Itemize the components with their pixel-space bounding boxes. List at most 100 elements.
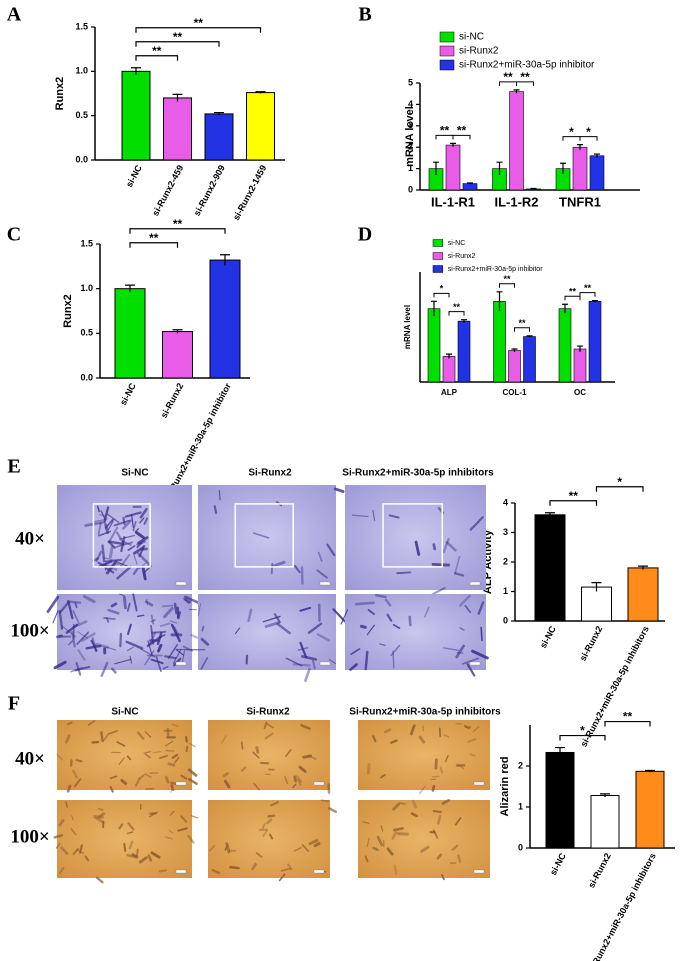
cell xyxy=(143,517,149,525)
cell xyxy=(247,608,253,623)
micrograph xyxy=(208,720,331,794)
cell xyxy=(362,821,370,824)
cell xyxy=(97,522,102,536)
bar xyxy=(209,259,241,379)
bar xyxy=(572,146,588,191)
scale-bar xyxy=(175,869,187,874)
cell xyxy=(158,869,168,873)
cell xyxy=(134,528,140,533)
y-tick-label: 1 xyxy=(408,163,413,173)
y-axis-label: mRNA level xyxy=(403,305,412,349)
significance-label: ** xyxy=(623,710,633,724)
cell xyxy=(201,625,205,632)
cell xyxy=(107,520,114,531)
significance-label: * xyxy=(440,284,444,294)
cell xyxy=(261,823,266,830)
cell xyxy=(120,536,126,553)
y-tick-label: 0.0 xyxy=(80,372,93,382)
cell xyxy=(393,864,398,875)
cell xyxy=(136,731,145,740)
cell xyxy=(379,643,386,646)
cell xyxy=(75,759,83,763)
cell xyxy=(126,623,132,636)
bar xyxy=(442,356,456,383)
error-bar xyxy=(220,254,230,266)
y-tick-label: 0 xyxy=(503,615,508,625)
cell xyxy=(169,620,178,624)
cell xyxy=(302,754,312,759)
comparison-bracket xyxy=(579,136,598,141)
legend-swatch xyxy=(439,31,455,43)
cell xyxy=(74,602,78,609)
cell xyxy=(185,736,188,743)
error-bar xyxy=(172,329,183,334)
micrograph xyxy=(208,799,338,882)
significance-label: ** xyxy=(453,302,461,312)
cell xyxy=(297,647,309,651)
scale-bar xyxy=(469,661,481,666)
micrograph-background xyxy=(208,720,330,790)
cell xyxy=(392,827,404,832)
error-bar xyxy=(496,161,503,176)
scale-bar xyxy=(175,581,187,586)
cell xyxy=(284,776,289,785)
cell xyxy=(252,751,260,759)
x-tick-label: si-Runx2-909 xyxy=(192,163,227,217)
legend-label: si-NC xyxy=(459,32,484,43)
error-bar xyxy=(431,300,437,316)
cell xyxy=(163,606,174,619)
panel-letter: D xyxy=(358,224,372,246)
bar xyxy=(573,348,587,383)
cell xyxy=(52,610,59,624)
cell xyxy=(132,520,137,532)
x-tick-label: si-NC xyxy=(124,163,144,189)
cell xyxy=(104,523,109,535)
cell xyxy=(100,731,104,743)
cell xyxy=(46,595,60,614)
cell xyxy=(143,751,151,754)
cell xyxy=(170,783,174,793)
cell xyxy=(386,847,394,856)
cell xyxy=(136,552,151,567)
x-tick-label: ALP xyxy=(441,388,458,397)
row-label: 100× xyxy=(10,620,49,641)
cell xyxy=(367,609,375,615)
cell xyxy=(98,812,106,819)
bar xyxy=(588,301,602,383)
cell xyxy=(265,818,273,825)
cell xyxy=(169,810,175,816)
cell xyxy=(454,817,462,826)
cell xyxy=(183,597,190,604)
cell xyxy=(135,848,139,857)
cell xyxy=(251,862,258,871)
cell xyxy=(139,562,146,570)
cell xyxy=(457,854,462,863)
significance-label: ** xyxy=(149,231,159,245)
cell xyxy=(280,867,291,872)
cell xyxy=(70,666,83,673)
cell xyxy=(147,640,153,657)
error-bar xyxy=(592,300,598,303)
y-tick-label: 0 xyxy=(518,842,523,852)
cell xyxy=(100,661,109,677)
cell xyxy=(459,627,465,631)
micrograph xyxy=(56,720,198,793)
cell xyxy=(53,660,67,670)
cell xyxy=(141,547,148,551)
cell xyxy=(187,768,198,777)
cell xyxy=(471,649,489,660)
cell xyxy=(147,854,153,862)
comparison-bracket xyxy=(129,228,226,234)
cell xyxy=(467,738,477,743)
row-label: 40× xyxy=(15,748,45,769)
cell xyxy=(439,766,443,774)
cell xyxy=(175,648,185,656)
significance-label: * xyxy=(586,125,591,139)
cell xyxy=(144,650,155,666)
cell xyxy=(372,735,377,743)
bar xyxy=(509,91,524,191)
x-tick-label: si-Runx2 xyxy=(159,381,186,419)
error-bar xyxy=(511,348,518,352)
cell xyxy=(171,723,179,728)
error-bar xyxy=(450,142,456,147)
